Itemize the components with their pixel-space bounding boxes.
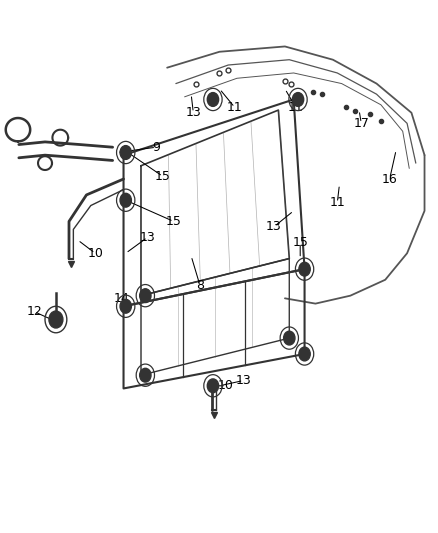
Text: 17: 17 <box>353 117 368 130</box>
Text: 15: 15 <box>155 170 170 183</box>
Circle shape <box>298 347 310 361</box>
Circle shape <box>120 300 131 313</box>
Text: 14: 14 <box>113 292 129 305</box>
Text: 10: 10 <box>87 247 103 260</box>
Text: 9: 9 <box>152 141 160 154</box>
Text: 11: 11 <box>328 196 344 209</box>
Circle shape <box>207 93 218 107</box>
Text: 13: 13 <box>235 374 251 387</box>
Text: 12: 12 <box>26 305 42 318</box>
Text: 13: 13 <box>265 220 281 233</box>
Text: 13: 13 <box>139 231 155 244</box>
Text: 15: 15 <box>292 236 307 249</box>
Circle shape <box>207 379 218 393</box>
Text: 8: 8 <box>195 279 203 292</box>
Circle shape <box>283 331 294 345</box>
Circle shape <box>120 146 131 159</box>
Text: 11: 11 <box>226 101 242 114</box>
Circle shape <box>292 93 303 107</box>
Text: 13: 13 <box>185 106 201 119</box>
Text: 11: 11 <box>287 101 303 114</box>
Circle shape <box>139 289 151 303</box>
Circle shape <box>120 193 131 207</box>
Text: 10: 10 <box>218 379 233 392</box>
Circle shape <box>49 311 63 328</box>
Text: 15: 15 <box>166 215 181 228</box>
Text: 16: 16 <box>381 173 396 185</box>
Circle shape <box>139 368 151 382</box>
Circle shape <box>298 262 310 276</box>
